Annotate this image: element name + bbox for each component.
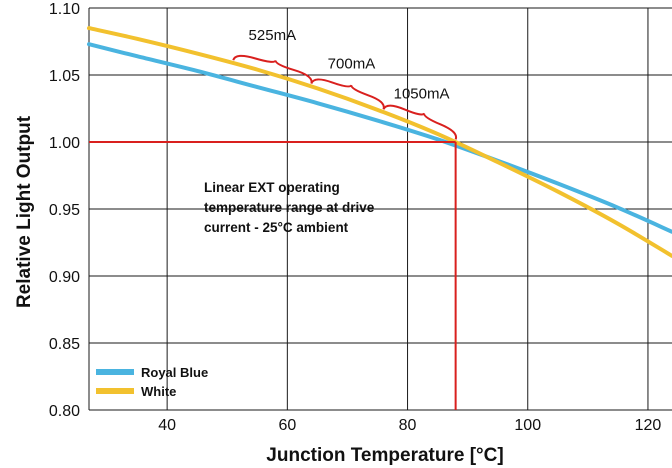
y-axis-title: Relative Light Output xyxy=(14,115,35,308)
x-tick-label: 40 xyxy=(158,417,176,434)
brace-label: 1050mA xyxy=(394,85,450,102)
brace-525mA xyxy=(232,54,313,84)
note-line: current - 25°C ambient xyxy=(204,220,349,235)
note-line: temperature range at drive xyxy=(204,200,375,215)
brace-label: 700mA xyxy=(328,55,376,72)
y-tick-label: 0.95 xyxy=(49,202,80,219)
note-line: Linear EXT operating xyxy=(204,180,340,195)
brace-label: 525mA xyxy=(249,27,297,44)
x-tick-label: 100 xyxy=(514,417,541,434)
y-tick-label: 1.10 xyxy=(49,1,80,18)
legend-label-white: White xyxy=(141,384,176,399)
current-braces: 525mA 700mA 1050mA xyxy=(232,27,458,140)
operating-range-note: Linear EXT operating temperature range at… xyxy=(204,180,375,235)
series-lines xyxy=(87,26,672,258)
x-tick-label: 60 xyxy=(278,417,296,434)
brace-700mA xyxy=(310,78,385,110)
legend: Royal Blue White xyxy=(96,365,208,399)
y-tick-label: 0.85 xyxy=(49,336,80,353)
legend-label-royal-blue: Royal Blue xyxy=(141,365,208,380)
y-tick-label: 0.80 xyxy=(49,403,80,420)
x-axis-title: Junction Temperature [°C] xyxy=(266,445,503,466)
x-tick-labels: 40 60 80 100 120 xyxy=(158,417,661,434)
x-tick-label: 80 xyxy=(399,417,417,434)
series-line-white xyxy=(87,26,672,258)
grid xyxy=(88,7,672,411)
series-line-royal-blue xyxy=(87,42,672,234)
y-tick-labels: 0.80 0.85 0.90 0.95 1.00 1.05 1.10 xyxy=(49,1,80,420)
reference-lines xyxy=(89,141,457,410)
x-tick-label: 120 xyxy=(635,417,662,434)
y-tick-label: 0.90 xyxy=(49,269,80,286)
y-tick-label: 1.00 xyxy=(49,135,80,152)
y-tick-label: 1.05 xyxy=(49,68,80,85)
